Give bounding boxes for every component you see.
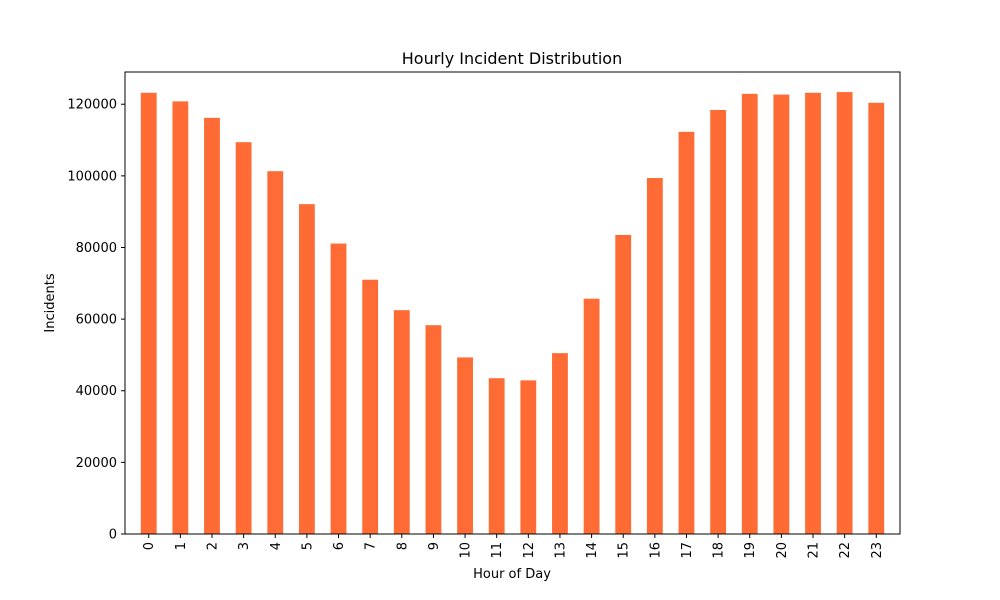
y-tick-label: 120000 xyxy=(67,98,117,113)
bar-hour-12 xyxy=(520,380,537,534)
x-tick-label: 13 xyxy=(553,542,568,559)
bar-hour-15 xyxy=(615,234,632,534)
bar-hour-9 xyxy=(425,325,442,534)
x-tick-label: 18 xyxy=(712,542,727,559)
bar-hour-3 xyxy=(235,142,252,534)
y-tick-label: 60000 xyxy=(76,313,117,328)
bar-hour-21 xyxy=(805,92,821,534)
bar-hour-19 xyxy=(741,93,758,535)
x-tick-label: 2 xyxy=(205,542,220,550)
bar-hour-4 xyxy=(267,171,284,534)
x-tick-label: 3 xyxy=(237,542,252,550)
chart-title: Hourly Incident Distribution xyxy=(402,49,622,68)
x-tick-label: 15 xyxy=(617,542,632,559)
bar-hour-22 xyxy=(836,92,853,534)
x-tick-label: 20 xyxy=(775,542,790,559)
y-tick-label: 40000 xyxy=(76,384,117,399)
x-tick-label: 8 xyxy=(395,542,410,550)
bar-hour-1 xyxy=(172,101,189,535)
y-tick-label: 80000 xyxy=(76,241,117,256)
bar-hour-8 xyxy=(393,310,410,534)
x-axis-label: Hour of Day xyxy=(473,567,551,582)
bar-hour-10 xyxy=(457,357,473,534)
x-tick-label: 21 xyxy=(807,542,822,559)
y-tick-label: 0 xyxy=(109,528,117,543)
x-axis-ticks: 0 1 2 3 4 5 6 7 8 9 10 11 12 13 14 15 16 17 18 19 20 21 22 23 xyxy=(142,534,885,559)
y-tick-label: 100000 xyxy=(67,169,117,184)
x-tick-label: 22 xyxy=(838,542,853,559)
bar-hour-2 xyxy=(204,117,220,534)
x-tick-label: 0 xyxy=(142,542,157,550)
bar-hour-7 xyxy=(362,279,379,534)
bar-hour-23 xyxy=(868,102,885,535)
plot-frame xyxy=(124,71,901,535)
x-tick-label: 17 xyxy=(680,542,695,559)
bar-hour-11 xyxy=(488,378,505,534)
bar-hour-14 xyxy=(583,298,600,534)
bar-hour-20 xyxy=(773,94,790,534)
x-tick-label: 12 xyxy=(522,542,537,559)
x-tick-label: 14 xyxy=(585,542,600,559)
bar-hour-0 xyxy=(140,92,157,534)
x-tick-label: 7 xyxy=(364,542,379,550)
x-tick-label: 11 xyxy=(490,542,505,559)
bar-hour-5 xyxy=(298,204,315,534)
y-axis-label: Incidents xyxy=(43,273,58,332)
x-tick-label: 16 xyxy=(648,542,663,559)
x-tick-label: 23 xyxy=(870,542,885,559)
x-tick-label: 10 xyxy=(459,542,474,559)
bar-hour-16 xyxy=(646,178,663,534)
y-axis-ticks: 0 20000 40000 60000 80000 100000 120000 xyxy=(67,98,125,543)
bar-hour-6 xyxy=(330,243,347,535)
x-tick-label: 5 xyxy=(300,542,315,550)
x-tick-label: 9 xyxy=(427,542,442,550)
bar-hour-18 xyxy=(710,109,727,534)
x-tick-label: 1 xyxy=(174,542,189,550)
x-tick-label: 4 xyxy=(269,542,284,550)
x-tick-label: 6 xyxy=(332,542,347,550)
bar-hour-13 xyxy=(552,353,568,534)
x-tick-label: 19 xyxy=(743,542,758,559)
bar-hour-17 xyxy=(678,131,695,534)
bars-group xyxy=(140,92,885,535)
y-tick-label: 20000 xyxy=(76,456,117,471)
